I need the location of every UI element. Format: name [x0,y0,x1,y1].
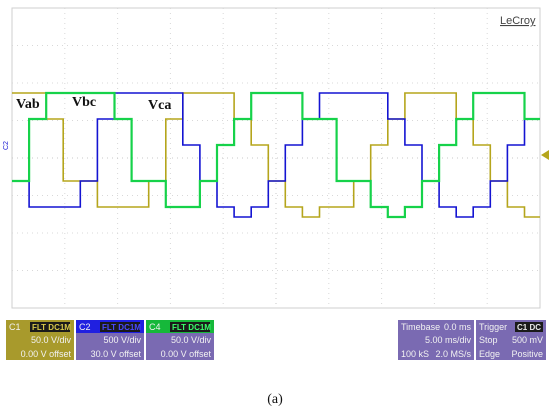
timebase-label: Timebase [401,322,440,332]
label-vca: Vca [148,98,171,113]
trigger-label: Trigger [479,322,507,332]
trigger-level-marker-icon [541,150,549,160]
channel-marker-c2: C2 [3,141,10,150]
c4-vdiv: 50.0 V/div [171,335,212,345]
lecroy-logo: LeCroy [500,15,536,27]
figure-caption: (a) [267,392,283,407]
channel-descriptor-c2[interactable]: C2 FLT DC1M 500 V/div 30.0 V offset [76,320,144,360]
grid [12,8,540,308]
c2-id: C2 [79,322,91,332]
trigger-tag: C1 DC [517,323,541,332]
waveform-vbc [12,92,540,218]
trigger-type: Edge [479,349,500,359]
channel-descriptor-c4[interactable]: C4 FLT DC1M 50.0 V/div 0.00 V offset [146,320,214,360]
oscilloscope-screen: LeCroy C2 Vab Vbc Vca C1 FLT DC1M 50.0 V… [3,7,549,360]
waveform-vca [12,91,540,219]
channel-descriptor-c1[interactable]: C1 FLT DC1M 50.0 V/div 0.00 V offset [6,320,74,360]
trigger-level: 500 mV [512,335,543,345]
label-vab: Vab [16,97,40,112]
label-vbc: Vbc [72,95,96,110]
c4-tag: FLT DC1M [172,323,211,332]
timebase-rate: 2.0 MS/s [435,349,471,359]
c1-tag: FLT DC1M [32,323,71,332]
c2-offset: 30.0 V offset [91,349,142,359]
c1-vdiv: 50.0 V/div [31,335,72,345]
trigger-slope: Positive [511,349,543,359]
c2-vdiv: 500 V/div [103,335,141,345]
c1-offset: 0.00 V offset [21,349,72,359]
c2-tag: FLT DC1M [102,323,141,332]
trigger-mode: Stop [479,335,498,345]
c4-id: C4 [149,322,161,332]
c4-offset: 0.00 V offset [161,349,212,359]
c1-id: C1 [9,322,21,332]
waveforms [12,91,540,219]
trigger-descriptor[interactable]: Trigger C1 DC Stop 500 mV Edge Positive [476,320,546,360]
timebase-samples: 100 kS [401,349,429,359]
timebase-descriptor[interactable]: Timebase 0.0 ms 5.00 ms/div 100 kS 2.0 M… [398,320,474,360]
timebase-value: 0.0 ms [444,322,472,332]
timebase-div: 5.00 ms/div [425,335,472,345]
